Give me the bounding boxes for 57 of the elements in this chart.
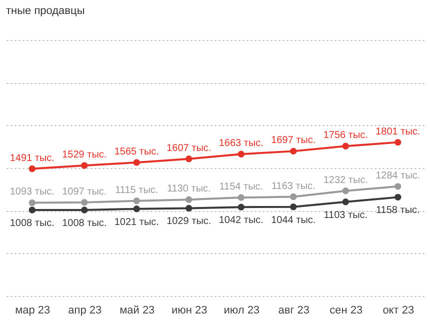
data-label: 1158 тыс. — [376, 205, 420, 216]
data-label: 1697 тыс. — [271, 135, 316, 146]
point — [290, 148, 297, 155]
x-tick-label: авг 23 — [278, 304, 310, 316]
data-label: 1103 тыс. — [324, 210, 368, 221]
data-label: 1021 тыс. — [114, 216, 159, 228]
data-label: 1029 тыс. — [166, 216, 212, 228]
x-tick-label: сен 23 — [330, 304, 363, 316]
data-label: 1801 тыс. — [376, 126, 420, 138]
point — [394, 183, 402, 190]
data-label: 1130 тыс. — [166, 184, 211, 195]
x-tick-label: май 23 — [120, 304, 155, 316]
data-label: 1044 тыс. — [271, 214, 316, 226]
data-label: 1163 тыс. — [271, 180, 316, 192]
x-tick-label: июн 23 — [171, 304, 208, 316]
x-tick-label: мар 23 — [15, 304, 50, 316]
point — [186, 156, 192, 162]
point — [133, 198, 140, 204]
data-label: 1756 тыс. — [323, 130, 368, 142]
data-label: 1284 тыс. — [376, 170, 420, 182]
point — [186, 196, 192, 203]
data-label: 1042 тыс. — [218, 215, 264, 226]
point — [81, 162, 88, 169]
point — [394, 138, 402, 146]
data-label: 1607 тыс. — [166, 142, 212, 154]
data-label: 1008 тыс. — [62, 218, 107, 229]
point — [394, 194, 402, 201]
data-label: 1093 тыс. — [10, 186, 54, 198]
text: тные продавцы — [6, 5, 85, 17]
point — [342, 142, 349, 150]
x-tick-label: апр 23 — [68, 304, 102, 316]
point — [81, 199, 88, 206]
data-label: 1008 тыс. — [10, 218, 54, 229]
point — [238, 204, 244, 210]
point — [28, 199, 36, 206]
point — [342, 198, 349, 206]
x-tick-label: июл 23 — [224, 304, 260, 316]
point — [133, 159, 140, 166]
point — [133, 206, 140, 212]
data-label: 1115 тыс. — [115, 184, 158, 196]
data-label: 1232 тыс. — [323, 174, 368, 186]
point — [290, 204, 297, 210]
data-label: 1565 тыс. — [114, 146, 159, 158]
point — [28, 165, 36, 172]
data-label: 1529 тыс. — [62, 150, 107, 161]
data-label: 1097 тыс. — [62, 186, 107, 198]
point — [342, 188, 349, 194]
data-label: 1491 тыс. — [10, 152, 54, 164]
point — [81, 206, 88, 214]
data-label: 1154 тыс. — [219, 182, 264, 193]
x-tick-label: окт 23 — [382, 304, 414, 316]
point — [186, 204, 192, 212]
point — [238, 150, 244, 158]
point — [290, 193, 297, 200]
point — [238, 194, 244, 201]
point — [28, 206, 36, 214]
data-label: 1663 тыс. — [218, 138, 264, 150]
